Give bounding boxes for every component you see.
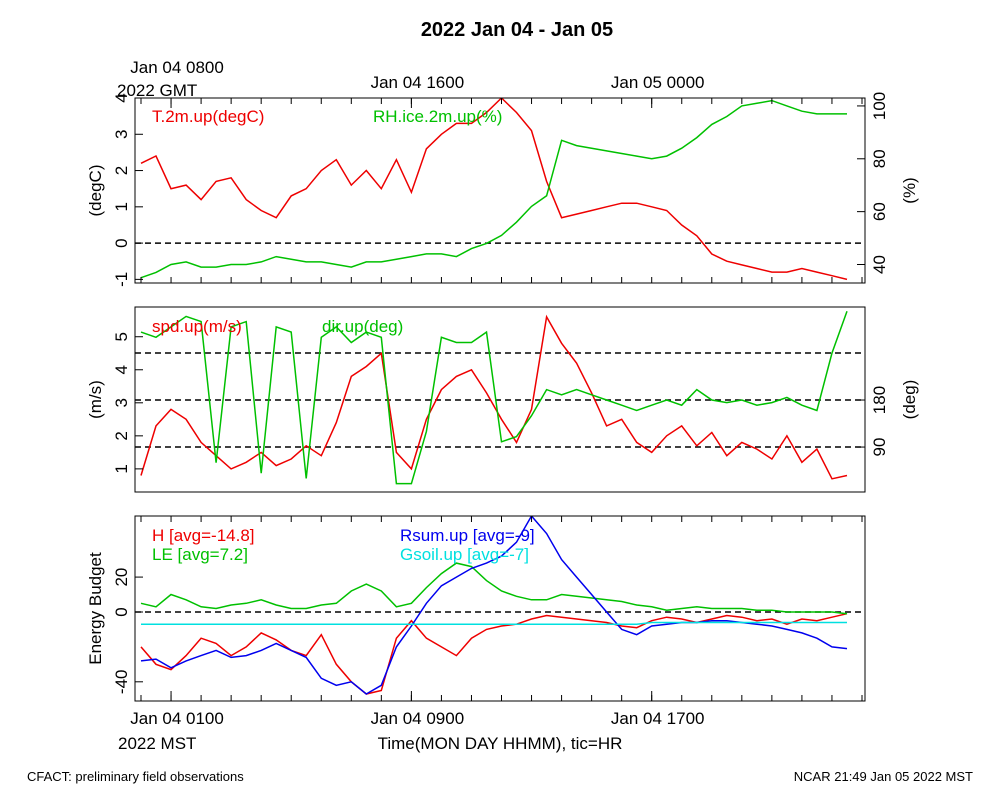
y2-tick-label: 80 bbox=[870, 149, 889, 168]
chart-title: 2022 Jan 04 - Jan 05 bbox=[421, 19, 613, 41]
series-line bbox=[140, 516, 848, 695]
series-line bbox=[140, 99, 847, 279]
legend-label: spd.up(m/s) bbox=[152, 317, 242, 336]
x-tick-label: Jan 04 0800 bbox=[130, 58, 224, 77]
x-tick-sublabel: 2022 GMT bbox=[117, 81, 197, 100]
x-tick-label: Jan 04 0900 bbox=[371, 709, 465, 728]
y-tick-label: -1 bbox=[112, 272, 131, 287]
y-axis-label: (m/s) bbox=[86, 380, 105, 419]
y-tick-label: 0 bbox=[112, 238, 131, 247]
series-line bbox=[140, 562, 848, 615]
series-group bbox=[140, 98, 848, 281]
series-line bbox=[140, 310, 848, 485]
series-group bbox=[140, 516, 848, 695]
y-tick-label: 3 bbox=[112, 398, 131, 407]
y-tick-label: 0 bbox=[112, 607, 131, 616]
y-tick-label: 5 bbox=[112, 332, 131, 341]
legend-label: LE [avg=7.2] bbox=[152, 545, 248, 564]
legend-label: Rsum.up [avg=-9] bbox=[400, 526, 535, 545]
y-tick-label: 2 bbox=[112, 431, 131, 440]
y-tick-label: 4 bbox=[112, 93, 131, 102]
series-line bbox=[141, 621, 847, 625]
y2-axis-label: (deg) bbox=[900, 380, 919, 420]
x-tick-label: Jan 05 0000 bbox=[611, 73, 705, 92]
x-tick-label: Jan 04 0100 bbox=[130, 709, 224, 728]
y-tick-label: 1 bbox=[112, 464, 131, 473]
legend-label: H [avg=-14.8] bbox=[152, 526, 255, 545]
y2-axis-label: (%) bbox=[900, 177, 919, 203]
series-line bbox=[140, 98, 848, 281]
legend-label: Gsoil.up [avg=-7] bbox=[400, 545, 529, 564]
legend-label: T.2m.up(degC) bbox=[152, 107, 264, 126]
legend-label: dir.up(deg) bbox=[322, 317, 403, 336]
y-tick-label: 4 bbox=[112, 365, 131, 374]
y-tick-label: 1 bbox=[112, 202, 131, 211]
y2-tick-label: 180 bbox=[870, 386, 889, 414]
footer-right: NCAR 21:49 Jan 05 2022 MST bbox=[794, 769, 973, 784]
y2-tick-label: 100 bbox=[870, 92, 889, 120]
y2-tick-label: 90 bbox=[870, 438, 889, 457]
y-axis-label: (degC) bbox=[86, 165, 105, 217]
y2-tick-label: 60 bbox=[870, 202, 889, 221]
plot-frame bbox=[134, 306, 866, 493]
x-axis-label: Time(MON DAY HHMM), tic=HR bbox=[378, 734, 623, 753]
x-tick-sublabel: 2022 MST bbox=[118, 734, 196, 753]
x-tick-label: Jan 04 1700 bbox=[611, 709, 705, 728]
series-group bbox=[140, 310, 848, 485]
y2-tick-label: 40 bbox=[870, 255, 889, 274]
y-tick-label: -40 bbox=[112, 670, 131, 695]
x-tick-label: Jan 04 1600 bbox=[371, 73, 465, 92]
plot-frame bbox=[134, 97, 866, 284]
y-tick-label: 2 bbox=[112, 166, 131, 175]
y-tick-label: 20 bbox=[112, 568, 131, 587]
footer-left: CFACT: preliminary field observations bbox=[27, 769, 244, 784]
y-axis-label: Energy Budget bbox=[86, 552, 105, 665]
series-line bbox=[140, 612, 848, 695]
y-tick-label: 3 bbox=[112, 130, 131, 139]
legend-label: RH.ice.2m.up(%) bbox=[373, 107, 502, 126]
plot-frame bbox=[134, 515, 866, 702]
